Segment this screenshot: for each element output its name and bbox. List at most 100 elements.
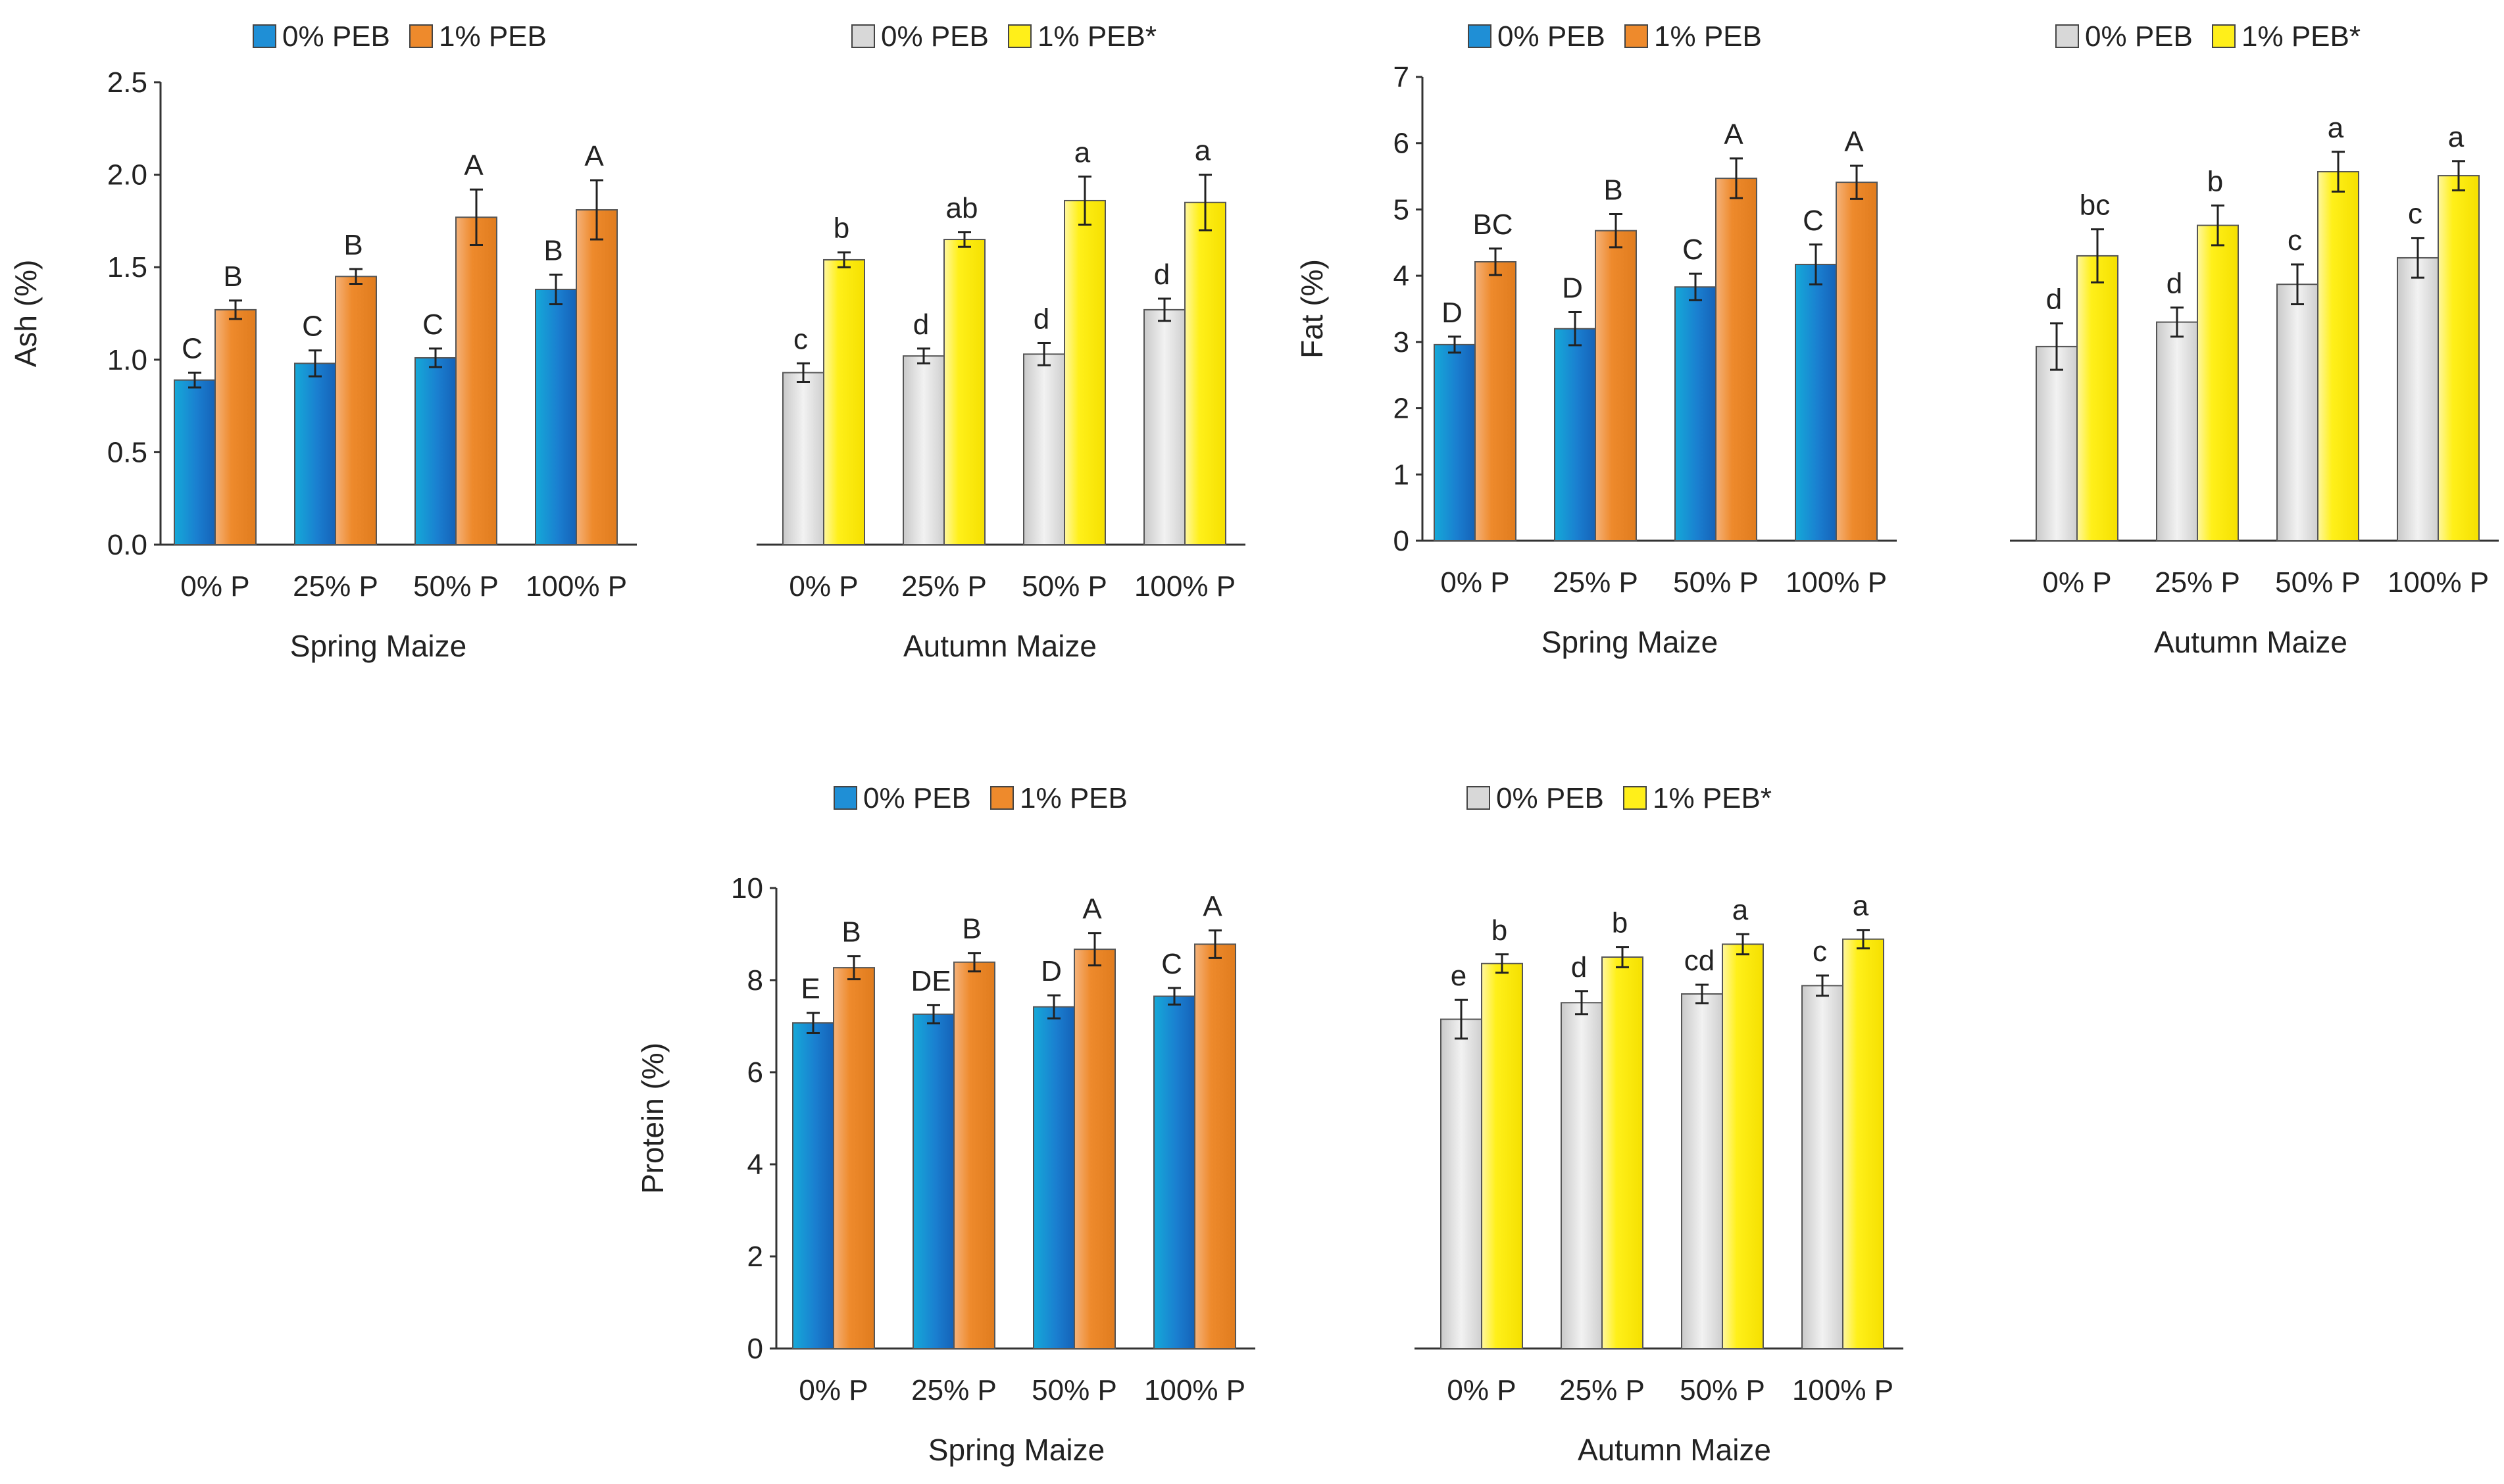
y-tick-label: 3 [1393,326,1409,359]
significance-letter: a [1853,890,1869,922]
bar [1481,962,1523,1350]
y-tick-label: 0 [747,1333,763,1365]
significance-letter: D [1041,955,1062,987]
legend-label: 1% PEB* [2241,20,2361,53]
bar [1795,264,1837,541]
x-tick-label: 0% P [1440,566,1509,599]
significance-letter: B [841,916,861,949]
significance-letter: d [913,309,929,341]
legend-swatch [834,786,857,810]
x-tick-label: 50% P [1680,1374,1765,1406]
y-tick-label: 1 [1393,458,1409,491]
x-tick-label: 25% P [293,570,378,603]
bar [1153,995,1195,1349]
bar [2197,224,2239,541]
legend-label: 0% PEB [1496,782,1604,814]
significance-letter: e [1451,960,1466,992]
x-tick-label: 100% P [1786,566,1887,599]
bar [1681,993,1723,1349]
bar [1143,309,1186,545]
y-tick-label: 4 [1393,260,1409,292]
legend-swatch [1466,786,1490,810]
legend-swatch [1008,24,1032,48]
significance-letter: B [343,229,363,261]
legend-label: 0% PEB [863,782,971,814]
significance-letter: C [1682,234,1703,266]
y-tick-label: 2.5 [107,66,147,99]
bar [1074,949,1116,1349]
significance-letter: b [1491,914,1507,947]
significance-letter: D [1562,272,1583,305]
legend-swatch [2055,24,2079,48]
y-tick-label: 2 [747,1241,763,1273]
legend-swatch [1623,786,1647,810]
significance-letter: B [223,260,242,293]
significance-letter: a [2328,112,2344,144]
x-tick-label: 50% P [1022,570,1107,603]
significance-letter: C [182,332,203,364]
bar [174,379,216,545]
bar [1554,328,1596,541]
y-tick-label: 2 [1393,393,1409,425]
bar [903,355,945,546]
x-tick-label: 0% P [2042,566,2111,599]
legend-swatch [1468,24,1491,48]
legend-swatch [253,24,276,48]
x-tick-label: 25% P [2155,566,2240,599]
bar [1561,1002,1603,1350]
bar [1715,178,1757,542]
bar [1474,260,1516,541]
group-label: Spring Maize [290,629,466,663]
x-tick-label: 50% P [413,570,499,603]
significance-letter: BC [1472,209,1513,241]
significance-letter: b [834,212,849,245]
y-tick-label: 6 [1393,128,1409,160]
x-tick-label: 50% P [1673,566,1759,599]
y-tick-label: 0 [1393,525,1409,557]
significance-letter: d [1034,303,1049,335]
bar [792,1022,834,1349]
legend-swatch [2212,24,2236,48]
significance-letter: b [1612,907,1628,939]
y-tick-label: 10 [731,872,763,904]
bar [953,961,995,1349]
significance-letter: a [1195,135,1211,167]
bar [1194,943,1236,1349]
y-axis-label: Protein (%) [636,1043,670,1194]
legend-swatch [409,24,433,48]
bar [1184,201,1226,545]
y-tick-label: 1.0 [107,344,147,376]
x-tick-label: 100% P [1144,1374,1245,1406]
y-tick-label: 0.5 [107,436,147,468]
y-tick-label: 0.0 [107,529,147,561]
bar [455,216,497,545]
fat-chart: 0 1 2 3 4 5 6 7 Fat (%) D BC 0% P D B 25% P C A 50% P C A 10… [1295,20,2499,659]
significance-letter: ab [946,192,978,224]
bar [1842,938,1884,1349]
y-tick-label: 2.0 [107,159,147,191]
significance-letter: a [1074,136,1091,168]
y-tick-label: 7 [1393,61,1409,93]
bar [1674,286,1716,541]
x-tick-label: 50% P [1032,1374,1117,1406]
bar [535,288,577,545]
bar [214,309,257,545]
y-tick-label: 6 [747,1056,763,1089]
group-label: Autumn Maize [2154,625,2347,659]
bar [2276,284,2318,541]
significance-letter: B [1603,174,1622,206]
bar [833,967,875,1349]
significance-letter: C [1161,948,1182,980]
bar [294,362,336,545]
significance-letter: bc [2080,189,2110,222]
significance-letter: d [1571,951,1587,983]
significance-letter: A [1082,893,1102,926]
x-tick-label: 25% P [911,1374,997,1406]
bar [1440,1018,1482,1349]
significance-letter: d [2166,267,2182,299]
x-tick-label: 50% P [2275,566,2361,599]
bar [1595,230,1637,541]
y-tick-label: 4 [747,1149,763,1181]
bar [1033,1006,1075,1349]
